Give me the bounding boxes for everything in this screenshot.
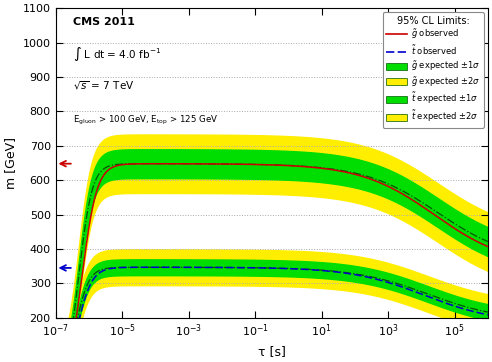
Text: $\sqrt{s}$ = 7 TeV: $\sqrt{s}$ = 7 TeV bbox=[73, 79, 134, 92]
Text: CMS 2011: CMS 2011 bbox=[73, 17, 135, 28]
Text: E$_{\mathrm{gluon}}$ > 100 GeV, E$_{\mathrm{top}}$ > 125 GeV: E$_{\mathrm{gluon}}$ > 100 GeV, E$_{\mat… bbox=[73, 113, 218, 127]
Legend: $\tilde{g}$ observed, $\tilde{t}$ observed, $\tilde{g}$ expected $\pm 1\sigma$, : $\tilde{g}$ observed, $\tilde{t}$ observ… bbox=[383, 12, 484, 127]
X-axis label: τ [s]: τ [s] bbox=[258, 345, 286, 358]
Text: $\int$ L dt = 4.0 fb$^{-1}$: $\int$ L dt = 4.0 fb$^{-1}$ bbox=[73, 45, 161, 63]
Y-axis label: m [GeV]: m [GeV] bbox=[4, 137, 17, 189]
